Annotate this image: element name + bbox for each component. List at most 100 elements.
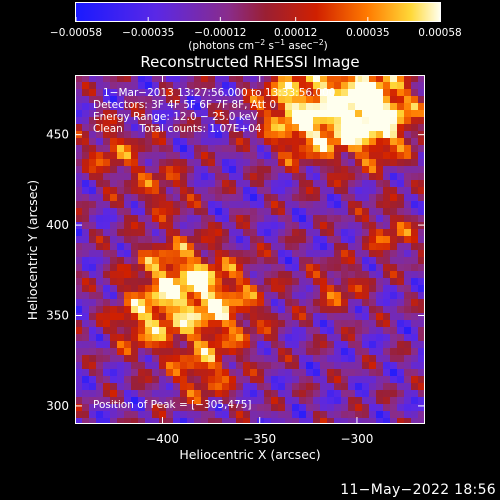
heatmap-cell xyxy=(327,341,334,348)
heatmap-cell xyxy=(201,299,208,306)
heatmap-cell xyxy=(362,250,369,257)
heatmap-cell xyxy=(215,236,222,243)
heatmap-cell xyxy=(285,89,292,96)
heatmap-cell xyxy=(89,264,96,271)
heatmap-cell xyxy=(117,320,124,327)
heatmap-cell xyxy=(390,124,397,131)
heatmap-cell xyxy=(229,208,236,215)
heatmap-cell xyxy=(271,166,278,173)
heatmap-cell xyxy=(201,117,208,124)
heatmap-cell xyxy=(390,117,397,124)
heatmap-cell xyxy=(383,110,390,117)
heatmap-cell xyxy=(82,229,89,236)
heatmap-cell xyxy=(215,376,222,383)
heatmap-cell xyxy=(180,362,187,369)
heatmap-cell xyxy=(166,145,173,152)
heatmap-cell xyxy=(194,292,201,299)
heatmap-cell xyxy=(229,397,236,404)
heatmap-cell xyxy=(124,82,131,89)
heatmap-cell xyxy=(180,285,187,292)
heatmap-cell xyxy=(145,264,152,271)
heatmap-cell xyxy=(327,397,334,404)
heatmap-cell xyxy=(299,264,306,271)
heatmap-cell xyxy=(173,194,180,201)
heatmap-cell xyxy=(243,376,250,383)
colorbar: −0.00058 −0.00035 −0.00012 0.00012 0.00035 0.… xyxy=(50,2,462,52)
heatmap-cell xyxy=(138,362,145,369)
heatmap-cell xyxy=(383,390,390,397)
heatmap-cell xyxy=(264,201,271,208)
heatmap-cell xyxy=(110,110,117,117)
heatmap-cell xyxy=(159,327,166,334)
heatmap-cell xyxy=(264,369,271,376)
heatmap-cell xyxy=(278,383,285,390)
heatmap-cell xyxy=(369,180,376,187)
heatmap-cell xyxy=(110,369,117,376)
heatmap-cell xyxy=(180,418,187,424)
heatmap-cell xyxy=(341,229,348,236)
heatmap-cell xyxy=(341,110,348,117)
heatmap-cell xyxy=(89,173,96,180)
heatmap-cell xyxy=(96,313,103,320)
heatmap-cell xyxy=(117,299,124,306)
heatmap-cell xyxy=(313,390,320,397)
heatmap-cell xyxy=(250,117,257,124)
heatmap-cell xyxy=(222,166,229,173)
heatmap-cell xyxy=(299,222,306,229)
heatmap-cell xyxy=(250,236,257,243)
heatmap-cell xyxy=(173,376,180,383)
heatmap-cell xyxy=(166,390,173,397)
heatmap-cell xyxy=(327,75,334,82)
heatmap-cell xyxy=(369,341,376,348)
heatmap-cell xyxy=(313,264,320,271)
heatmap-cell xyxy=(292,152,299,159)
heatmap-cell xyxy=(173,257,180,264)
heatmap-cell xyxy=(271,96,278,103)
heatmap-cell xyxy=(229,145,236,152)
heatmap-cell xyxy=(89,355,96,362)
heatmap-cell xyxy=(96,152,103,159)
heatmap-cell xyxy=(180,404,187,411)
heatmap-cell xyxy=(173,320,180,327)
heatmap-cell xyxy=(236,131,243,138)
heatmap-cell xyxy=(208,194,215,201)
heatmap-cell xyxy=(159,110,166,117)
heatmap-cell xyxy=(313,418,320,424)
heatmap-cell xyxy=(313,173,320,180)
heatmap-cell xyxy=(194,369,201,376)
heatmap-cell xyxy=(82,145,89,152)
heatmap-cell xyxy=(215,278,222,285)
heatmap-cell xyxy=(236,82,243,89)
heatmap-cell xyxy=(194,313,201,320)
heatmap-cell xyxy=(376,271,383,278)
heatmap-cell xyxy=(194,243,201,250)
heatmap-cell xyxy=(313,292,320,299)
heatmap-cell xyxy=(215,292,222,299)
heatmap-cell xyxy=(159,250,166,257)
heatmap-cell xyxy=(222,383,229,390)
y-axis-label: Heliocentric Y (arcsec) xyxy=(25,180,40,320)
heatmap-cell xyxy=(369,250,376,257)
heatmap-cell xyxy=(75,124,82,131)
heatmap-cell xyxy=(208,131,215,138)
heatmap-cell xyxy=(208,103,215,110)
heatmap-cell xyxy=(264,292,271,299)
heatmap-cell xyxy=(75,390,82,397)
heatmap-cell xyxy=(369,257,376,264)
heatmap-cell xyxy=(383,327,390,334)
heatmap-cell xyxy=(418,166,425,173)
heatmap-cell xyxy=(369,362,376,369)
heatmap-cell xyxy=(96,362,103,369)
heatmap-cell xyxy=(145,271,152,278)
heatmap-cell xyxy=(390,173,397,180)
x-axis-label: Heliocentric X (arcsec) xyxy=(179,447,320,462)
heatmap-cell xyxy=(145,397,152,404)
heatmap-cell xyxy=(411,117,418,124)
heatmap-cell xyxy=(404,152,411,159)
heatmap-cell xyxy=(257,96,264,103)
heatmap-cell xyxy=(271,194,278,201)
heatmap-cell xyxy=(334,236,341,243)
heatmap-cell xyxy=(341,124,348,131)
heatmap-cell xyxy=(194,187,201,194)
